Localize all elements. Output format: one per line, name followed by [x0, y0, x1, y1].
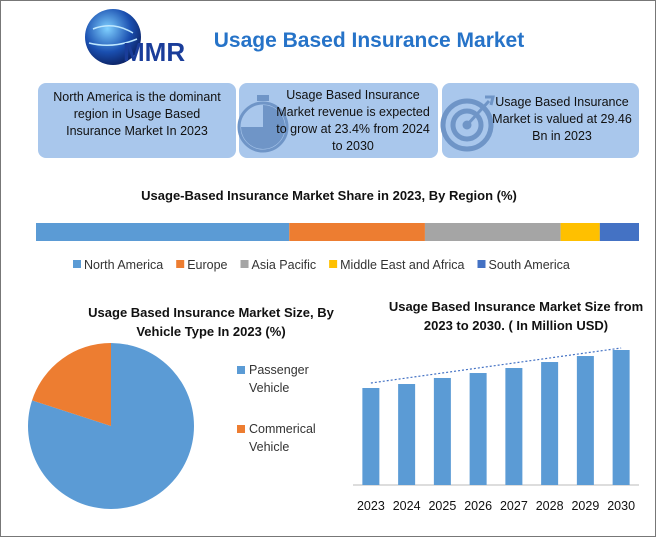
pie-slice	[32, 343, 111, 426]
bar-segment	[599, 223, 639, 241]
bar	[505, 368, 523, 485]
x-tick-label: 2030	[607, 499, 635, 513]
legend-label: South America	[489, 258, 570, 272]
bar-segment	[289, 223, 425, 241]
bar	[398, 384, 416, 485]
legend-swatch	[477, 260, 486, 268]
info-text: Usage Based Insurance Market is valued a…	[492, 95, 632, 143]
info-text: Usage Based Insurance Market revenue is …	[276, 88, 430, 153]
x-tick-label: 2024	[393, 499, 421, 513]
legend-swatch	[73, 260, 81, 268]
bar	[362, 387, 380, 485]
bar	[541, 362, 559, 485]
x-tick-label: 2029	[571, 499, 599, 513]
legend-swatch	[240, 260, 249, 268]
legend-label: Commerical Vehicle	[249, 422, 316, 454]
stopwatch-icon	[237, 95, 289, 153]
bar	[433, 377, 451, 485]
x-tick-label: 2028	[536, 499, 564, 513]
legend-label: Passenger Vehicle	[249, 363, 309, 395]
bar	[576, 356, 594, 485]
legend-label: Asia Pacific	[252, 258, 317, 272]
chart-title: Usage-Based Insurance Market Share in 20…	[141, 188, 517, 203]
legend-label: North America	[84, 258, 163, 272]
chart-title: Usage Based Insurance Market Size, By Ve…	[88, 305, 334, 339]
bar-segment	[36, 223, 290, 241]
info-text: North America is the dominant region in …	[53, 90, 221, 138]
legend-label: Europe	[187, 258, 227, 272]
legend-label: Middle East and Africa	[340, 258, 464, 272]
logo-globe	[85, 9, 141, 65]
legend-swatch	[329, 260, 338, 268]
x-tick-label: 2025	[428, 499, 456, 513]
x-tick-label: 2023	[357, 499, 385, 513]
bar-segment	[560, 223, 600, 241]
x-tick-label: 2026	[464, 499, 492, 513]
legend-swatch	[237, 425, 245, 433]
bar-segment	[424, 223, 561, 241]
bar	[469, 373, 487, 485]
logo-detail	[88, 25, 138, 46]
logo-text: MMR	[123, 37, 185, 67]
info-box	[38, 83, 236, 158]
page-title: Usage Based Insurance Market	[214, 29, 524, 52]
x-tick-label: 2027	[500, 499, 528, 513]
legend-swatch	[237, 366, 245, 374]
chart-title: Usage Based Insurance Market Size from 2…	[388, 299, 644, 333]
target-icon	[440, 95, 495, 152]
legend-swatch	[176, 260, 185, 268]
bar	[612, 350, 630, 485]
